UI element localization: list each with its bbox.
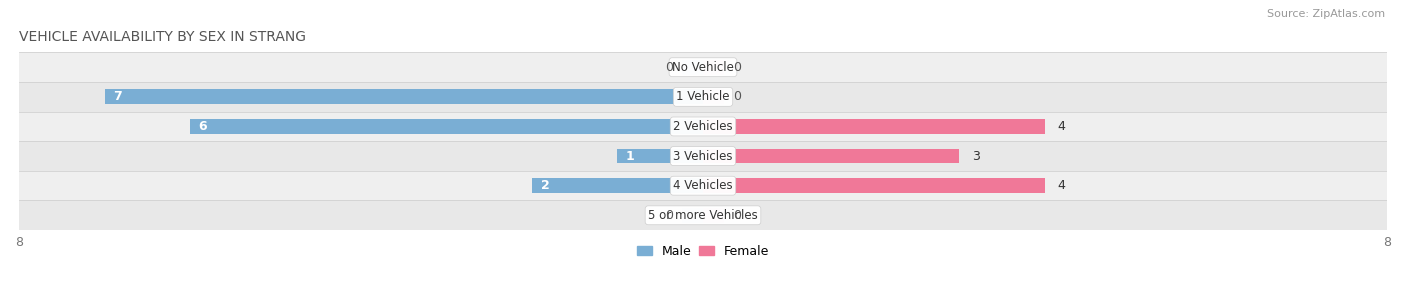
Bar xyxy=(703,178,1045,193)
Bar xyxy=(20,171,1386,200)
Bar xyxy=(531,178,703,193)
Text: 4: 4 xyxy=(1057,179,1066,192)
Text: 4 Vehicles: 4 Vehicles xyxy=(673,179,733,192)
Text: 1 Vehicle: 1 Vehicle xyxy=(676,90,730,103)
Bar xyxy=(20,112,1386,141)
Text: 0: 0 xyxy=(733,90,741,103)
Text: 4: 4 xyxy=(1057,120,1066,133)
Text: 3: 3 xyxy=(973,150,980,162)
Text: 2 Vehicles: 2 Vehicles xyxy=(673,120,733,133)
Legend: Male, Female: Male, Female xyxy=(631,240,775,263)
Bar xyxy=(703,89,724,104)
Bar xyxy=(703,60,724,75)
Bar xyxy=(190,119,703,134)
Bar xyxy=(682,208,703,223)
Text: 2: 2 xyxy=(540,179,550,192)
Bar xyxy=(703,208,724,223)
Bar xyxy=(703,149,959,163)
Text: 6: 6 xyxy=(198,120,207,133)
Bar xyxy=(20,82,1386,112)
Bar xyxy=(20,200,1386,230)
Text: 1: 1 xyxy=(626,150,634,162)
Text: 0: 0 xyxy=(665,209,673,222)
Bar xyxy=(104,89,703,104)
Text: No Vehicle: No Vehicle xyxy=(672,61,734,74)
Text: 3 Vehicles: 3 Vehicles xyxy=(673,150,733,162)
Text: Source: ZipAtlas.com: Source: ZipAtlas.com xyxy=(1267,9,1385,19)
Text: 0: 0 xyxy=(733,61,741,74)
Text: VEHICLE AVAILABILITY BY SEX IN STRANG: VEHICLE AVAILABILITY BY SEX IN STRANG xyxy=(20,30,307,44)
Bar xyxy=(20,141,1386,171)
Bar xyxy=(682,60,703,75)
Bar xyxy=(703,119,1045,134)
Bar xyxy=(20,52,1386,82)
Text: 0: 0 xyxy=(733,209,741,222)
Bar xyxy=(617,149,703,163)
Text: 0: 0 xyxy=(665,61,673,74)
Text: 5 or more Vehicles: 5 or more Vehicles xyxy=(648,209,758,222)
Text: 7: 7 xyxy=(112,90,122,103)
